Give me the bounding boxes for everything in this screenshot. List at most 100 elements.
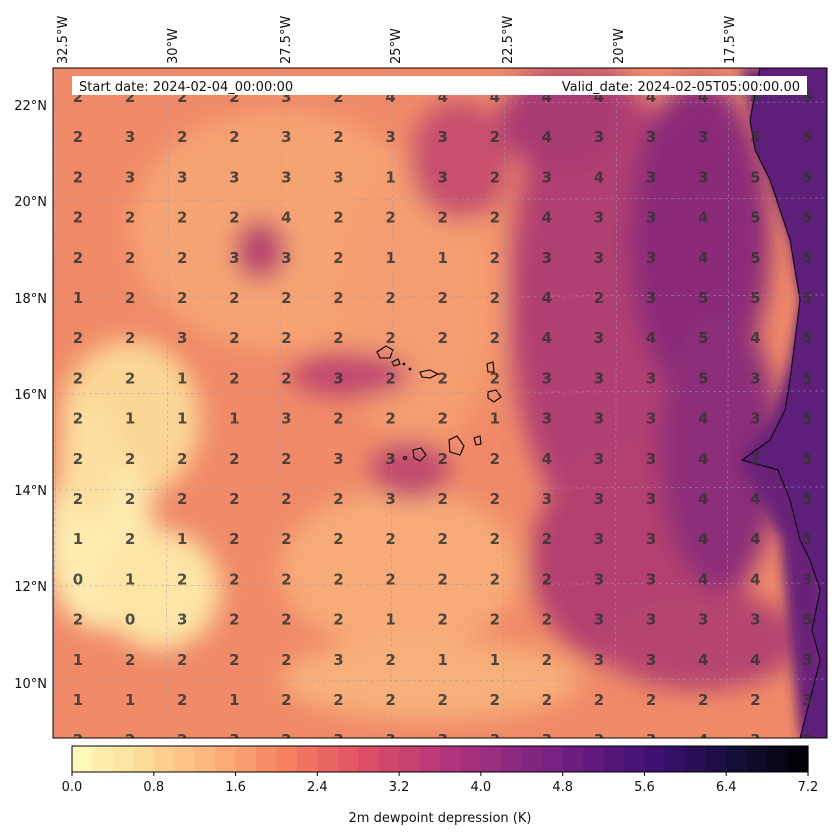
grid-value: 0 <box>125 611 135 629</box>
grid-value: 2 <box>333 249 343 267</box>
colorbar-tick-label: 0.8 <box>143 780 164 795</box>
grid-value: 2 <box>437 570 447 588</box>
grid-value: 2 <box>333 209 343 227</box>
grid-value: 3 <box>646 651 656 669</box>
grid-value: 2 <box>490 611 500 629</box>
header-box <box>72 76 807 95</box>
grid-value: 3 <box>750 731 760 749</box>
grid-value: 2 <box>437 329 447 347</box>
grid-value: 3 <box>177 168 187 186</box>
grid-value: 3 <box>594 128 604 146</box>
grid-value: 3 <box>594 611 604 629</box>
grid-value: 4 <box>750 570 760 588</box>
grid-value: 3 <box>125 128 135 146</box>
grid-value: 4 <box>646 88 656 106</box>
grid-value: 2 <box>385 329 395 347</box>
grid-value: 3 <box>333 651 343 669</box>
grid-value: 4 <box>698 88 708 106</box>
grid-value: 5 <box>698 289 708 307</box>
colorbar-swatch <box>705 746 727 772</box>
grid-value: 3 <box>542 249 552 267</box>
colorbar-swatch <box>133 746 155 772</box>
grid-value: 2 <box>229 611 239 629</box>
grid-value: 2 <box>437 209 447 227</box>
colorbar-tick-label: 1.6 <box>225 780 246 795</box>
grid-value: 2 <box>73 249 83 267</box>
grid-value: 3 <box>594 410 604 428</box>
grid-value: 2 <box>73 369 83 387</box>
grid-value: 4 <box>594 168 604 186</box>
grid-value: 4 <box>750 530 760 548</box>
grid-value: 3 <box>177 611 187 629</box>
lon-label: 30°W <box>166 28 181 64</box>
grid-value: 3 <box>802 691 812 709</box>
grid-value: 5 <box>802 88 812 106</box>
grid-value: 4 <box>750 329 760 347</box>
grid-value: 3 <box>542 490 552 508</box>
grid-value: 3 <box>594 329 604 347</box>
colorbar-frame <box>71 745 809 773</box>
grid-value: 4 <box>750 490 760 508</box>
grid-value: 3 <box>437 168 447 186</box>
grid-value: 1 <box>177 530 187 548</box>
colorbar-tick-label: 4.0 <box>471 780 492 795</box>
grid-value: 3 <box>385 731 395 749</box>
grid-value: 2 <box>281 490 291 508</box>
grid-value: 2 <box>490 570 500 588</box>
grid-value: 3 <box>750 369 760 387</box>
grid-value: 1 <box>229 691 239 709</box>
colorbar-swatch <box>644 746 666 772</box>
grid-value: 2 <box>385 530 395 548</box>
grid-value: 2 <box>125 289 135 307</box>
colorbar-swatch <box>685 746 707 772</box>
grid-value: 2 <box>125 450 135 468</box>
grid-value: 2 <box>229 490 239 508</box>
grid-value: 5 <box>802 209 812 227</box>
africa-land <box>742 68 827 738</box>
grid-value: 3 <box>646 128 656 146</box>
grid-value: 2 <box>229 289 239 307</box>
colorbar-swatch <box>337 746 359 772</box>
grid-value: 2 <box>177 249 187 267</box>
grid-value: 5 <box>802 450 812 468</box>
grid-value: 2 <box>333 88 343 106</box>
grid-value: 1 <box>490 410 500 428</box>
lat-label: 22°N <box>14 99 47 114</box>
grid-value: 2 <box>490 168 500 186</box>
grid-value: 2 <box>281 450 291 468</box>
grid-value: 2 <box>385 289 395 307</box>
grid-value: 2 <box>437 530 447 548</box>
grid-value: 1 <box>385 249 395 267</box>
grid-value: 2 <box>437 691 447 709</box>
grid-value: 5 <box>802 611 812 629</box>
grid-value: 2 <box>125 731 135 749</box>
grid-value: 3 <box>229 168 239 186</box>
colorbar-swatch <box>174 746 196 772</box>
grid-value: 2 <box>73 128 83 146</box>
grid-value: 4 <box>542 450 552 468</box>
grid-value: 3 <box>646 289 656 307</box>
colorbar-tick-label: 7.2 <box>798 780 819 795</box>
grid-value: 4 <box>542 88 552 106</box>
grid-value: 2 <box>385 410 395 428</box>
grid-value: 3 <box>646 249 656 267</box>
grid-value: 2 <box>333 530 343 548</box>
grid-value: 3 <box>594 530 604 548</box>
grid-value: 2 <box>542 530 552 548</box>
grid-value: 1 <box>73 691 83 709</box>
grid-value: 2 <box>73 168 83 186</box>
grid-value: 2 <box>437 611 447 629</box>
grid-value: 2 <box>385 651 395 669</box>
grid-value: 5 <box>698 329 708 347</box>
grid-value: 5 <box>802 289 812 307</box>
grid-value: 4 <box>750 651 760 669</box>
grid-value: 2 <box>229 651 239 669</box>
grid-value: 2 <box>229 570 239 588</box>
grid-value: 3 <box>750 611 760 629</box>
grid-value: 5 <box>802 329 812 347</box>
grid-value: 2 <box>646 691 656 709</box>
lon-label: 22.5°W <box>501 16 516 64</box>
grid-value: 3 <box>542 731 552 749</box>
colorbar-swatch <box>562 746 584 772</box>
grid-value: 3 <box>542 168 552 186</box>
